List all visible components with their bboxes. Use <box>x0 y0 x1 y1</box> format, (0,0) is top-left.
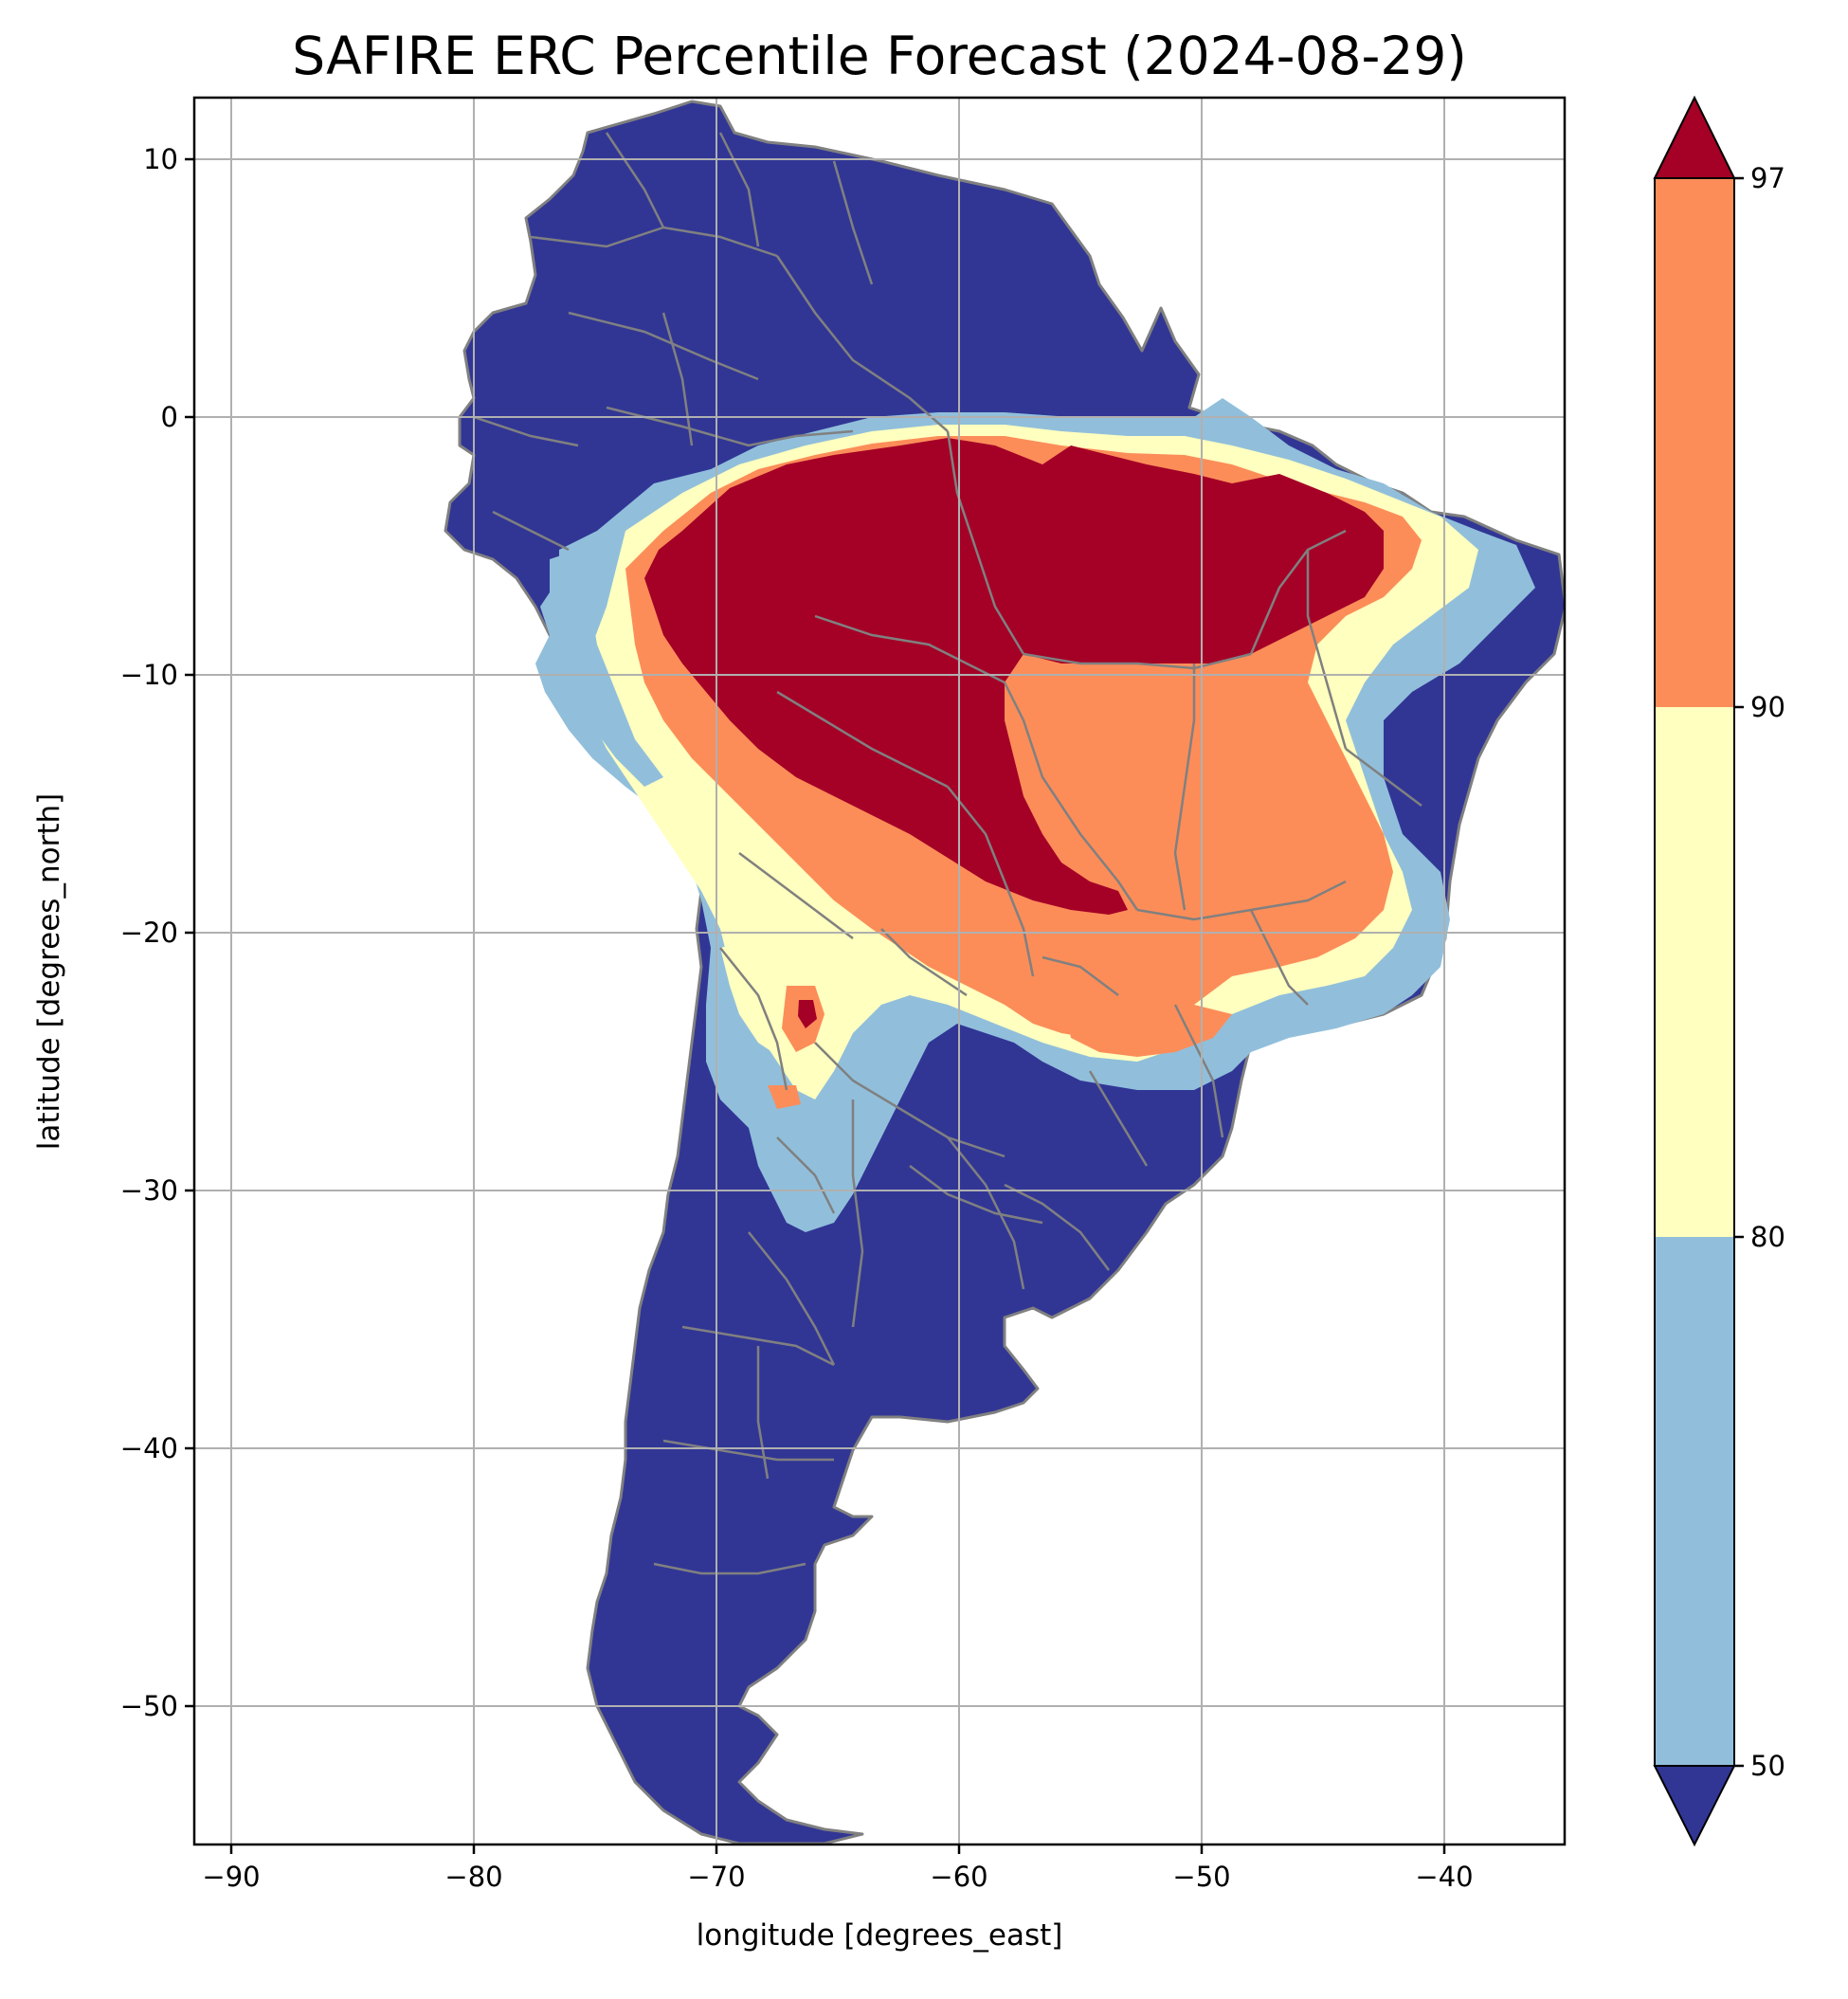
map-title: SAFIRE ERC Percentile Forecast (2024-08-… <box>292 26 1467 86</box>
colorbar-tick-label: 50 <box>1750 1750 1785 1782</box>
zone-above-97-chaco <box>798 1000 817 1028</box>
y-ticks <box>185 157 194 1708</box>
colorbar-extend-max <box>1653 95 1736 179</box>
x-tick-label: −70 <box>687 1861 745 1893</box>
admin-boundaries <box>473 132 1422 1575</box>
colorbar-ticks <box>1734 176 1744 1768</box>
map-content <box>444 100 1565 1845</box>
colorbar-tick-label: 90 <box>1750 691 1785 723</box>
y-tick-label: −50 <box>120 1690 178 1722</box>
colorbar-frame <box>1654 177 1735 1767</box>
zone-50-80-andes <box>550 550 663 787</box>
y-tick-label: −30 <box>120 1174 178 1207</box>
axes-frame <box>192 96 1567 1846</box>
colorbar-tick-label: 97 <box>1750 162 1785 194</box>
x-tick-label: −80 <box>444 1861 502 1893</box>
colorbar-segment-80-90 <box>1655 707 1734 1237</box>
colorbar-segment-50-80 <box>1655 1237 1734 1766</box>
x-tick-label: −90 <box>202 1861 260 1893</box>
colorbar-segment-90-97 <box>1655 178 1734 707</box>
colorbar: 97 90 80 50 <box>1653 95 1785 1847</box>
y-tick-label: −10 <box>120 659 178 691</box>
colorbar-extend-min <box>1653 1765 1736 1847</box>
zone-90-97-west <box>768 1085 801 1109</box>
x-tick-label: −50 <box>1172 1861 1230 1893</box>
x-tick-label: −40 <box>1415 1861 1473 1893</box>
x-axis-label: longitude [degrees_east] <box>697 1918 1063 1953</box>
map-axes: −90 −80 −70 −60 −50 −40 10 0 −10 −20 −30… <box>32 96 1567 1953</box>
y-tick-label: −40 <box>120 1432 178 1464</box>
zone-90-97-south <box>1061 990 1232 1057</box>
x-tick-label: −60 <box>930 1861 987 1893</box>
y-tick-label: −20 <box>120 917 178 949</box>
gridlines <box>194 98 1565 1845</box>
y-tick-label: 10 <box>143 143 178 175</box>
zone-above-97 <box>644 438 1384 915</box>
y-tick-label: 0 <box>161 401 178 433</box>
y-axis-label: latitude [degrees_north] <box>32 793 66 1150</box>
x-ticks <box>229 1845 1446 1854</box>
colorbar-tick-label: 80 <box>1750 1221 1785 1253</box>
